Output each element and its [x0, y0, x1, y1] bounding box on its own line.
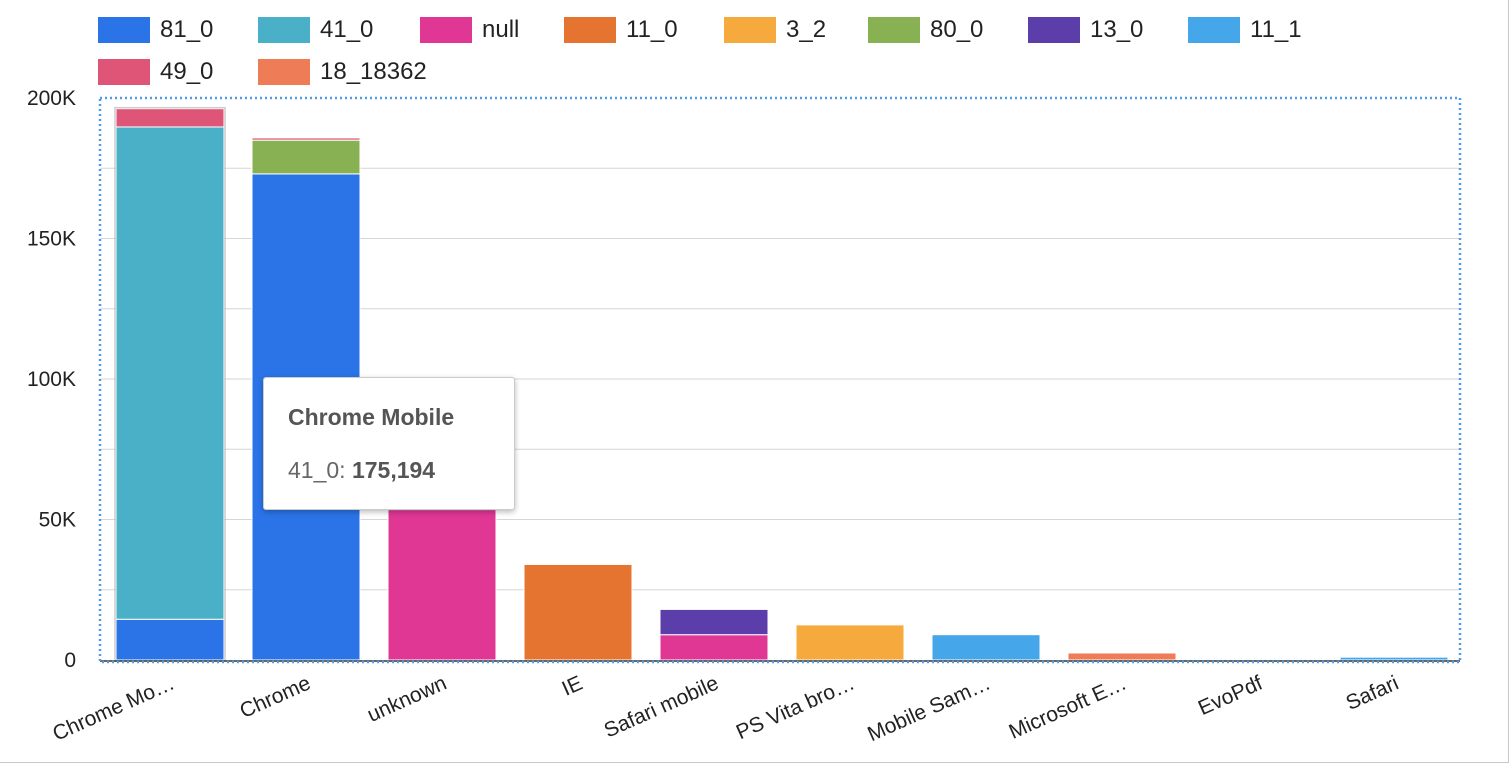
legend-swatch — [420, 17, 472, 43]
legend-swatch — [1028, 17, 1080, 43]
bar-segment[interactable] — [659, 634, 769, 661]
legend-item[interactable]: 49_0 — [98, 56, 213, 88]
legend-swatch — [258, 17, 310, 43]
tooltip-series-line: 41_0: 175,194 — [288, 457, 490, 484]
legend-item[interactable]: 11_1 — [1188, 14, 1302, 46]
legend-swatch — [868, 17, 920, 43]
bar-segment[interactable] — [115, 108, 225, 128]
x-tick-label: Safari mobile — [601, 672, 722, 743]
tooltip-value: 175,194 — [351, 457, 436, 483]
legend-swatch — [98, 17, 150, 43]
bar-segment[interactable] — [659, 608, 769, 636]
bar-segment[interactable] — [115, 618, 225, 661]
legend-swatch — [724, 17, 776, 43]
legend-label: 41_0 — [320, 16, 374, 43]
legend-label: 3_2 — [786, 16, 827, 43]
bar-segment[interactable] — [115, 126, 225, 620]
bar-segment[interactable] — [931, 634, 1041, 661]
bar-segment[interactable] — [523, 563, 633, 661]
x-tick-label: unknown — [364, 672, 450, 727]
y-tick-label: 50K — [39, 509, 76, 532]
legend-label: null — [482, 16, 520, 43]
legend-label: 81_0 — [160, 16, 214, 43]
x-tick-label: EvoPdf — [1195, 671, 1266, 720]
tooltip-series-label: 41_0: — [288, 457, 346, 483]
legend-swatch — [258, 59, 310, 85]
x-tick-label: IE — [559, 672, 586, 701]
x-tick-label: Microsoft E… — [1006, 672, 1130, 744]
x-tick-label: Mobile Sam… — [864, 672, 994, 747]
y-tick-label: 0 — [64, 649, 76, 672]
legend-label: 80_0 — [930, 16, 984, 43]
legend-item[interactable]: 18_18362 — [258, 56, 427, 88]
legend-item[interactable]: 13_0 — [1028, 14, 1143, 46]
x-tick-label: Chrome Mo… — [49, 672, 178, 746]
bar-segment[interactable] — [1339, 656, 1449, 661]
bar-segment[interactable] — [795, 624, 905, 661]
legend-swatch — [1188, 17, 1240, 43]
y-tick-label: 150K — [27, 228, 76, 251]
legend-label: 18_18362 — [320, 58, 427, 85]
legend-item[interactable]: 80_0 — [868, 14, 983, 46]
legend-label: 11_1 — [1250, 16, 1302, 43]
legend-swatch — [98, 59, 150, 85]
legend-label: 13_0 — [1090, 16, 1144, 43]
chart-tooltip: Chrome Mobile 41_0: 175,194 — [263, 377, 515, 510]
x-tick-label: Chrome — [236, 672, 314, 723]
bar-segment[interactable] — [387, 509, 497, 661]
bar-segment[interactable] — [1067, 652, 1177, 661]
legend-item[interactable]: 11_0 — [564, 14, 678, 46]
legend-item[interactable]: 41_0 — [258, 14, 373, 46]
legend-item[interactable]: 81_0 — [98, 14, 213, 46]
bar-segment[interactable] — [251, 139, 361, 175]
y-tick-label: 100K — [27, 368, 76, 391]
x-tick-label: PS Vita bro… — [733, 672, 858, 745]
legend-item[interactable]: 3_2 — [724, 14, 826, 46]
legend-item[interactable]: null — [420, 14, 519, 46]
x-tick-label: Safari — [1343, 672, 1402, 715]
y-tick-label: 200K — [27, 87, 76, 110]
tooltip-title: Chrome Mobile — [288, 404, 455, 430]
legend-label: 49_0 — [160, 58, 214, 85]
legend-label: 11_0 — [626, 16, 678, 43]
bar-segment[interactable] — [251, 137, 361, 141]
selection-frame — [98, 96, 1462, 664]
legend-swatch — [564, 17, 616, 43]
